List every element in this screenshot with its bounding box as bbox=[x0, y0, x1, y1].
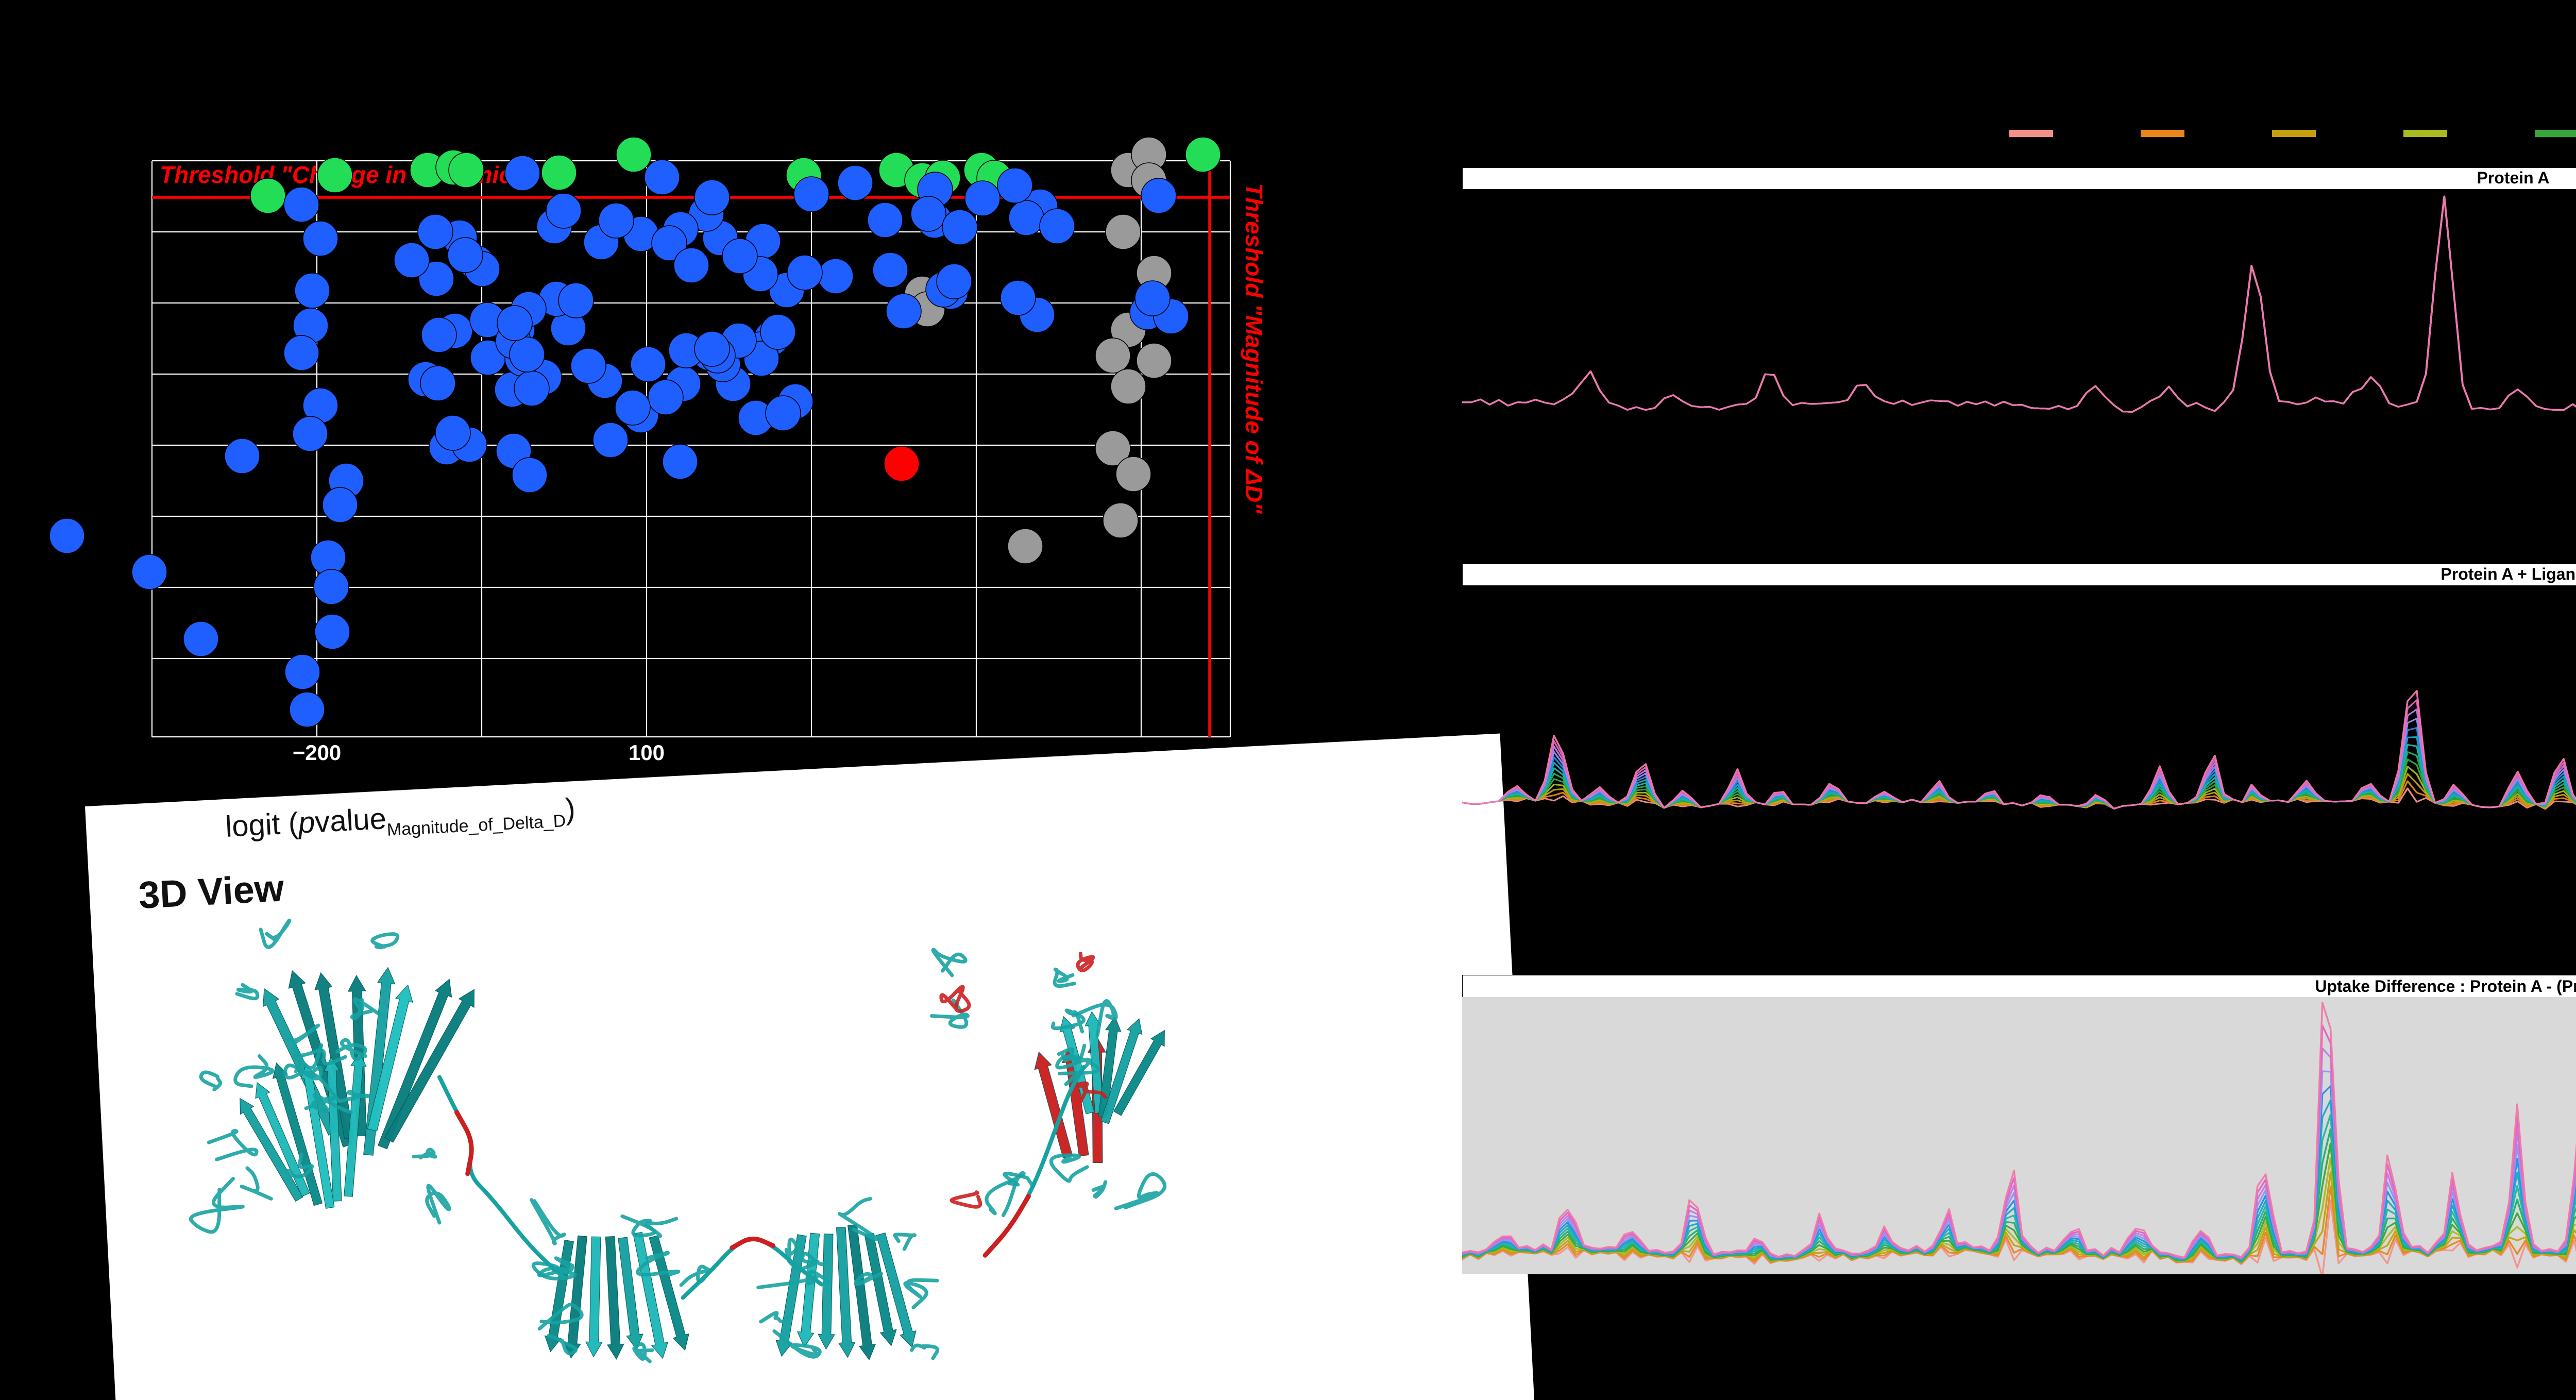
svg-text:−200: −200 bbox=[293, 740, 342, 765]
svg-text:100: 100 bbox=[629, 740, 665, 765]
svg-text:Threshold "Magnitude of ΔD": Threshold "Magnitude of ΔD" bbox=[1241, 183, 1267, 514]
